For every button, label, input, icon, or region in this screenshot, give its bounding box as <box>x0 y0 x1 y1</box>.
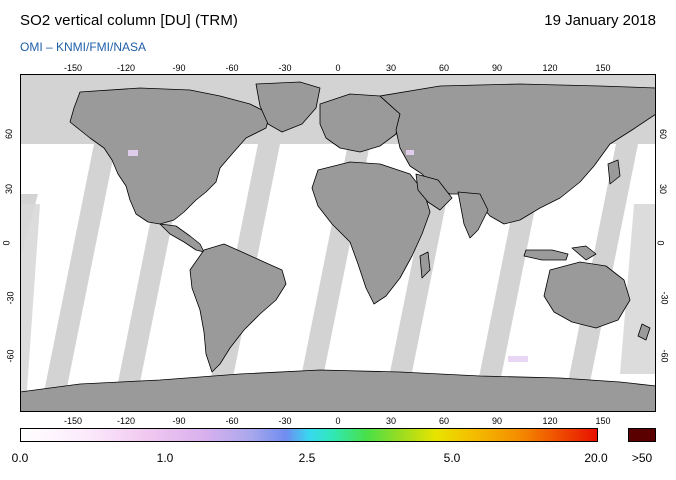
lat-tick-left: 0 <box>1 240 12 246</box>
world-map <box>20 74 656 412</box>
map-date: 19 January 2018 <box>544 12 656 29</box>
colorbar-label: 0.0 <box>11 451 29 465</box>
lon-tick-bottom: 30 <box>385 416 397 426</box>
lon-tick-bottom: -90 <box>172 416 186 426</box>
lon-tick-top: -60 <box>225 63 239 73</box>
lat-tick-left: 30 <box>4 183 15 195</box>
north-america <box>69 87 271 225</box>
map-credits: OMI – KNMI/FMI/NASA <box>20 40 147 54</box>
lon-tick-bottom: -120 <box>116 416 136 426</box>
indian-subcontinent <box>457 191 489 239</box>
so2-traces <box>128 150 528 362</box>
lon-tick-top: -150 <box>63 63 83 73</box>
map-title: SO2 vertical column [DU] (TRM) <box>20 12 239 29</box>
colorbar-label: 2.5 <box>298 451 316 465</box>
lon-tick-bottom: 150 <box>595 416 611 426</box>
landmasses <box>20 81 656 412</box>
lon-tick-top: -120 <box>116 63 136 73</box>
colorbar-label: 20.0 <box>584 451 608 465</box>
europe <box>319 93 401 153</box>
lon-tick-top: 120 <box>542 63 558 73</box>
colorbar-label: 1.0 <box>156 451 174 465</box>
greenland <box>255 81 321 133</box>
new-zealand <box>637 323 651 341</box>
lon-tick-top: -30 <box>278 63 292 73</box>
south-america <box>189 243 287 373</box>
lon-tick-bottom: 120 <box>542 416 558 426</box>
lon-tick-top: -90 <box>172 63 186 73</box>
madagascar <box>419 251 431 279</box>
lon-tick-top: 30 <box>385 63 397 73</box>
lon-tick-top: 0 <box>335 63 341 73</box>
lon-tick-bottom: -150 <box>63 416 83 426</box>
asia <box>379 83 656 225</box>
lon-tick-bottom: -30 <box>278 416 292 426</box>
indonesia <box>523 249 569 261</box>
lon-tick-bottom: -60 <box>225 416 239 426</box>
lat-tick-right: 30 <box>658 183 669 195</box>
colorbar-scale <box>20 428 598 442</box>
lon-tick-top: 60 <box>438 63 450 73</box>
lat-tick-left: 60 <box>4 128 15 140</box>
lat-tick-right: -60 <box>659 349 670 363</box>
antarctica <box>20 369 656 412</box>
lat-tick-right: -30 <box>659 291 670 305</box>
australia <box>543 261 631 329</box>
lat-tick-right: 0 <box>655 240 666 246</box>
colorbar-over-swatch <box>628 428 656 442</box>
lon-tick-bottom: 0 <box>335 416 341 426</box>
africa <box>311 161 431 305</box>
arabian-peninsula <box>415 173 453 211</box>
colorbar-over-label: >50 <box>631 451 653 465</box>
lat-tick-left: -60 <box>5 349 16 363</box>
lon-tick-bottom: 90 <box>491 416 503 426</box>
lon-tick-top: 150 <box>595 63 611 73</box>
lat-tick-right: 60 <box>658 128 669 140</box>
colorbar-label: 5.0 <box>443 451 461 465</box>
japan <box>607 159 621 185</box>
lon-tick-bottom: 60 <box>438 416 450 426</box>
lat-tick-left: -30 <box>5 291 16 305</box>
lon-tick-top: 90 <box>491 63 503 73</box>
